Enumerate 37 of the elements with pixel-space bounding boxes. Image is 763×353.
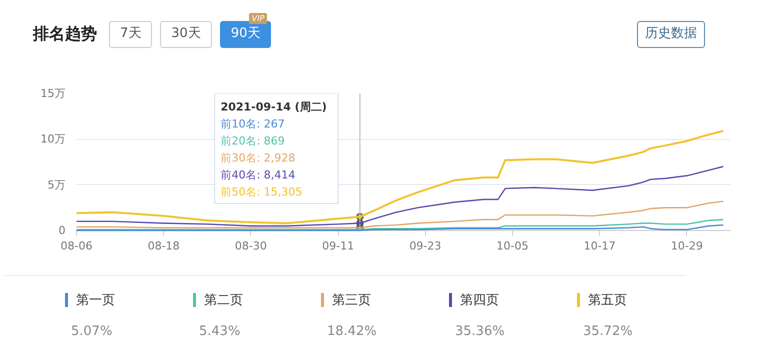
x-tick-label: 09-11 xyxy=(322,240,354,252)
annotation: 前50名: 15,305 xyxy=(220,186,302,198)
annotation: 前40名: 8,414 xyxy=(220,168,296,182)
annotation: 前20名: 869 xyxy=(220,134,285,148)
annotation: 2021-09-14 (周二) xyxy=(220,100,327,114)
line-series xyxy=(76,130,724,224)
x-tick-label: 09-23 xyxy=(409,240,442,252)
text: 35.36% xyxy=(454,322,506,341)
annotation: 前30名: 2,928 xyxy=(220,152,296,164)
legend-label: 第一页 xyxy=(75,292,116,310)
x-tick-label: 08-30 xyxy=(234,240,267,252)
y-tick-label: 0 xyxy=(58,224,66,237)
text: 30天 xyxy=(160,21,212,48)
text: 5.07% xyxy=(70,322,114,341)
text: 18.42% xyxy=(326,322,378,341)
x-tick-label: 10-05 xyxy=(496,240,528,252)
y-tick-label: 15万 xyxy=(40,87,66,100)
text: VIP xyxy=(248,13,268,24)
y-tick-label: 10万 xyxy=(40,132,66,146)
annotation: 前10名: 267 xyxy=(220,118,285,130)
x-tick-label: 08-06 xyxy=(60,240,92,252)
text: 90天 xyxy=(230,26,260,41)
chart-title: 排名趋势 xyxy=(33,22,97,45)
x-tick-label: 08-18 xyxy=(148,240,180,252)
x-tick-label: 10-29 xyxy=(670,240,703,252)
legend-label: 第二页 xyxy=(203,292,244,310)
line-series xyxy=(76,166,724,227)
x-tick-label: 10-17 xyxy=(584,240,616,252)
text: 历史数据 xyxy=(637,21,705,48)
text: 7天 xyxy=(109,21,152,48)
legend-label: 第五页 xyxy=(587,292,628,310)
legend-label: 第四页 xyxy=(459,292,500,310)
y-tick-label: 5万 xyxy=(48,178,66,192)
text: 35.72% xyxy=(582,322,634,341)
text: 5.43% xyxy=(198,322,242,341)
legend-label: 第三页 xyxy=(331,292,372,310)
line-series xyxy=(76,218,724,230)
